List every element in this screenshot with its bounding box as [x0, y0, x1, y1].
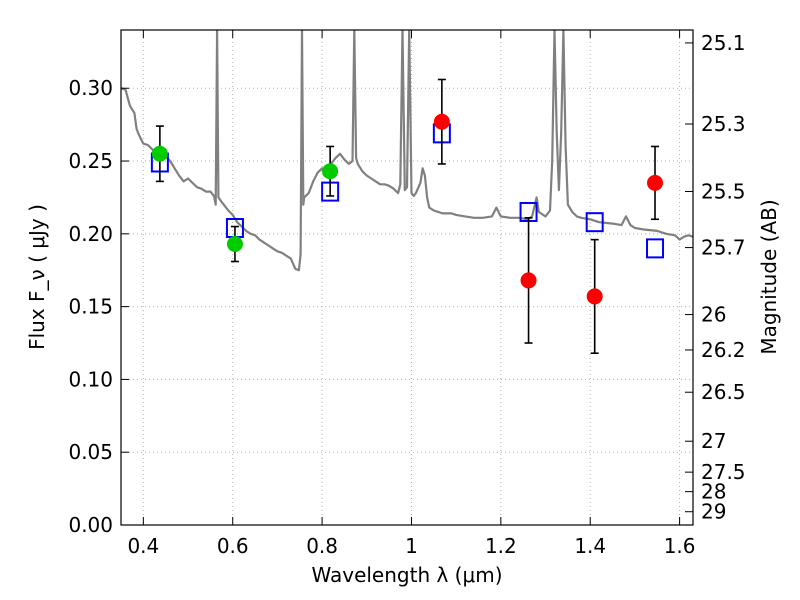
grid	[121, 30, 693, 526]
x-axis-label: Wavelength λ (μm)	[311, 563, 502, 587]
y2-tick-label: 27	[701, 429, 726, 453]
x-tick-label: 0.6	[217, 534, 249, 558]
y2-tick-label: 26.5	[701, 380, 746, 404]
plot-area	[121, 30, 693, 355]
y-tick-label: 0.10	[68, 367, 113, 391]
y2-tick-label: 27.5	[701, 460, 746, 484]
y-tick-label: 0.05	[68, 440, 113, 464]
x-tick-label: 0.8	[306, 534, 338, 558]
observed-flux-point	[322, 163, 339, 180]
observed-flux-point	[586, 288, 603, 305]
x-tick-label: 1	[405, 534, 418, 558]
y2-tick-label: 29	[701, 500, 726, 524]
observed-flux-point	[151, 145, 168, 162]
y-tick-label: 0.15	[68, 295, 113, 319]
y-tick-label: 0.20	[68, 222, 113, 246]
y-tick-label: 0.25	[68, 149, 113, 173]
y2-tick-label: 25.7	[701, 236, 746, 260]
y2-axis-label: Magnitude (AB)	[757, 199, 781, 354]
model-sed-line	[121, 30, 693, 272]
y2-tick-label: 25.5	[701, 179, 746, 203]
ticks: 0.4 0.6 0.8 1 1.2 1.4 1.6 0.00 0.05 0.10 0.15 0.20 0…	[68, 30, 746, 558]
model-photometry-marker	[646, 238, 665, 259]
x-tick-label: 1.6	[664, 534, 696, 558]
model-photometry-marker	[585, 212, 604, 233]
y-tick-label: 0.30	[68, 76, 113, 100]
x-tick-label: 1.4	[574, 534, 606, 558]
observed-flux-point	[520, 272, 537, 289]
observed-flux-point	[647, 174, 664, 191]
plot-frame	[120, 29, 694, 526]
observed-flux-point	[226, 236, 243, 253]
x-tick-label: 1.2	[485, 534, 517, 558]
y2-tick-label: 26	[701, 303, 726, 327]
y2-tick-label: 25.1	[701, 31, 746, 55]
y2-tick-label: 28	[701, 480, 726, 504]
y-axis-label: Flux F_ν ( μJy )	[25, 204, 49, 350]
y2-tick-label: 25.3	[701, 112, 746, 136]
y2-tick-label: 26.2	[701, 338, 746, 362]
observed-flux-point	[433, 113, 450, 130]
y-tick-label: 0.00	[68, 513, 113, 537]
x-tick-label: 0.4	[127, 534, 159, 558]
